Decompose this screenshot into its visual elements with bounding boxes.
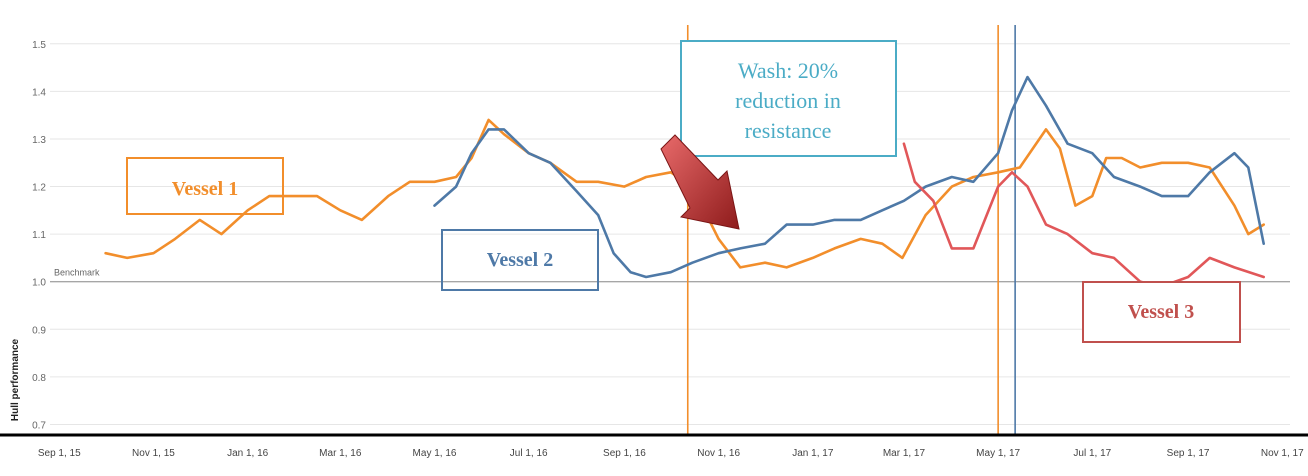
x-tick-label: May 1, 17 [976,448,1020,459]
grid-lines [50,43,1290,425]
wash-line-1: Wash: 20% [738,58,838,83]
y-tick-label: 0.8 [32,373,46,384]
x-tick-label: Sep 1, 15 [38,448,81,459]
x-tick-label: Nov 1, 15 [132,448,175,459]
wash-line-2: reduction in [735,88,841,113]
vessel1-box [126,157,284,215]
y-tick-label: 0.7 [32,420,46,431]
arrow-icon [660,134,740,230]
y-tick-label: 1.1 [32,230,46,241]
wash-box [680,40,897,157]
y-tick-label: 0.9 [32,325,46,336]
x-tick-label: Jul 1, 17 [1073,448,1111,459]
benchmark-label: Benchmark [54,268,100,278]
y-axis-ticks: 0.7 0.8 0.9 1.0 1.1 1.2 1.3 1.4 1.5 [32,40,46,432]
series-line-vessel-2 [433,75,1265,279]
y-tick-label: 1.2 [32,183,46,194]
x-tick-label: Mar 1, 16 [319,448,362,459]
x-tick-label: May 1, 16 [413,448,457,459]
y-tick-label: 1.5 [32,40,46,51]
x-tick-label: Jul 1, 16 [510,448,548,459]
x-tick-label: Jan 1, 17 [792,448,834,459]
arrow-shape [660,134,740,230]
y-tick-label: 1.0 [32,278,46,289]
vessel3-box [1082,281,1241,343]
x-tick-label: Sep 1, 16 [603,448,646,459]
vessel2-box [441,229,599,291]
wash-callout: Wash: 20% reduction in resistance [680,40,897,157]
series-line-vessel-3 [902,142,1265,288]
x-tick-label: Mar 1, 17 [883,448,926,459]
x-tick-label: Nov 1, 17 [1261,448,1304,459]
vessel2-label: Vessel 2 [487,249,553,271]
vessel3-label: Vessel 3 [1128,301,1194,323]
wash-line-3: resistance [745,118,832,143]
y-tick-label: 1.4 [32,87,46,98]
y-axis-label: Hull performance [10,338,21,421]
x-tick-label: Jan 1, 16 [227,448,269,459]
vessel3-callout: Vessel 3 [1082,281,1241,343]
benchmark: Benchmark [50,268,1290,283]
x-tick-label: Nov 1, 16 [697,448,740,459]
y-tick-label: 1.3 [32,135,46,146]
vessel2-callout: Vessel 2 [441,229,599,291]
vessel1-label: Vessel 1 [172,178,238,200]
x-tick-label: Sep 1, 17 [1167,448,1210,459]
x-axis-ticks: Sep 1, 15 Nov 1, 15 Jan 1, 16 Mar 1, 16 May … [38,448,1304,459]
vessel1-callout: Vessel 1 [126,157,284,215]
